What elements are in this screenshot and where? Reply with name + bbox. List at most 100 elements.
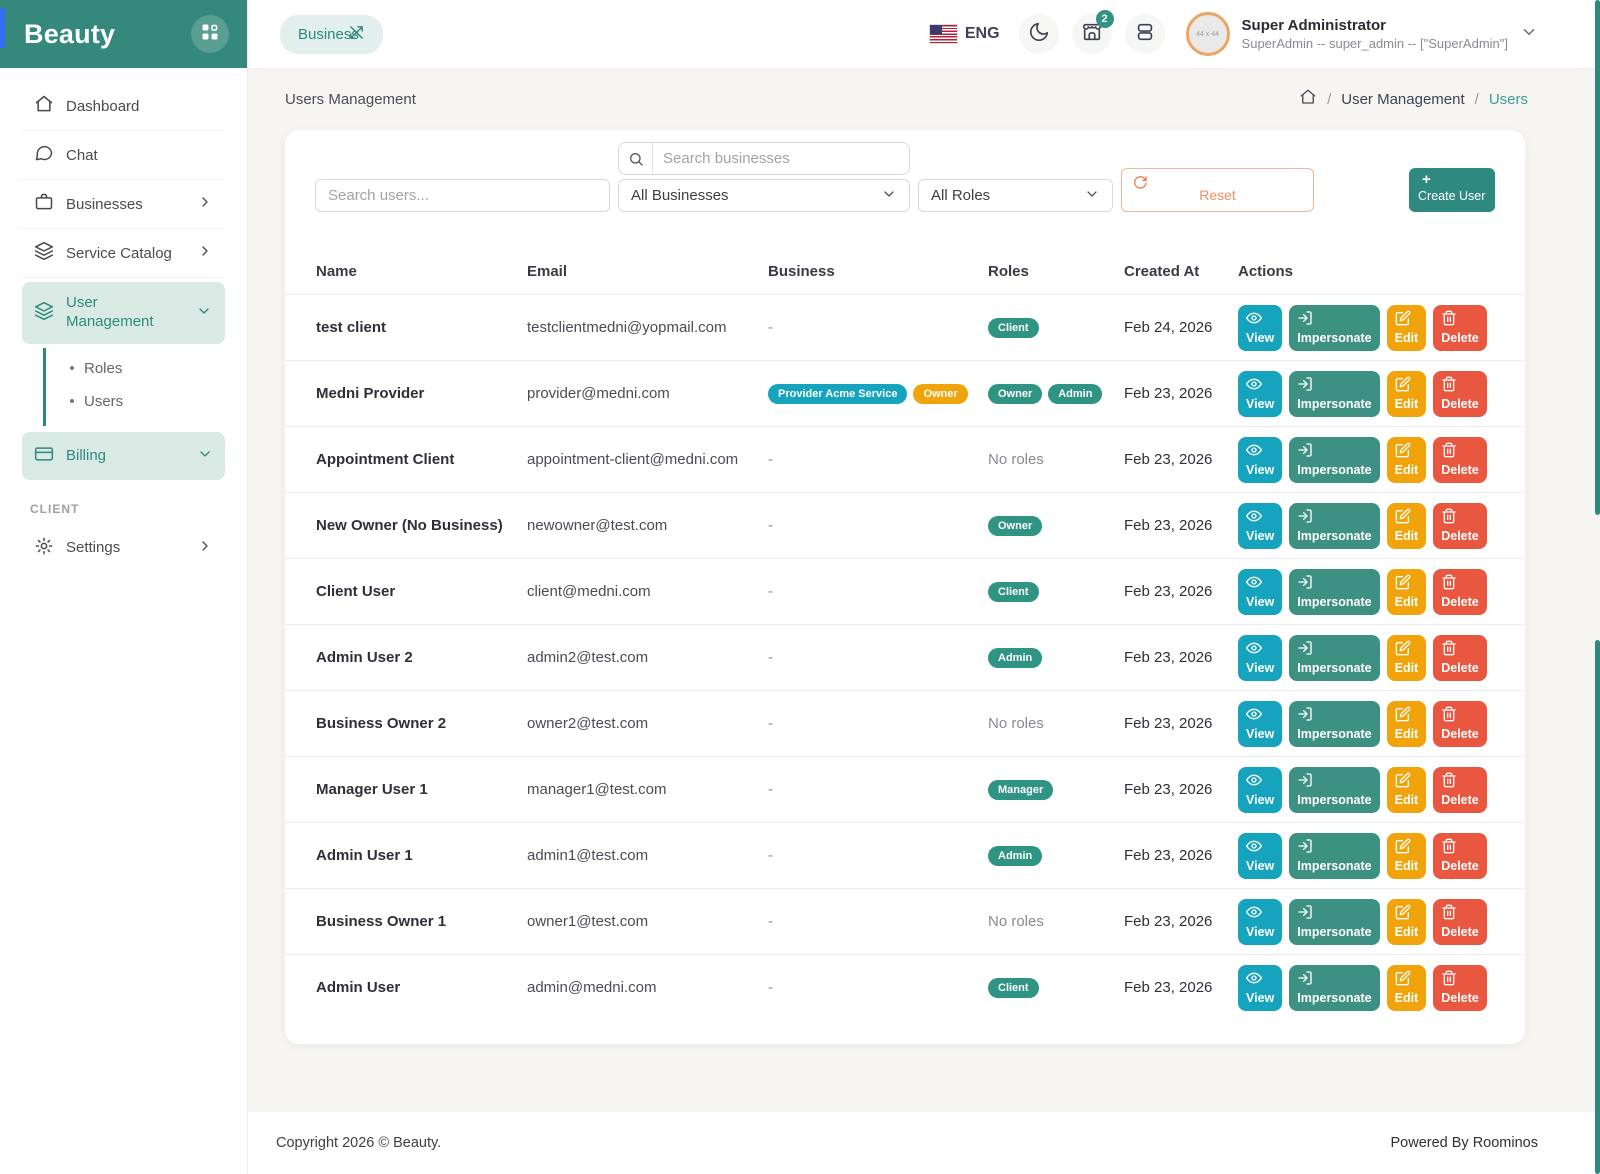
view-button[interactable]: View — [1238, 898, 1283, 945]
view-button[interactable]: View — [1238, 568, 1283, 615]
email-cell: owner1@test.com — [527, 913, 649, 930]
profile-menu[interactable]: 44 x 44 Super Administrator SuperAdmin -… — [1185, 12, 1538, 56]
sidebar-item-chat[interactable]: Chat — [22, 131, 225, 180]
edit-button[interactable]: Edit — [1386, 898, 1427, 945]
edit-button[interactable]: Edit — [1386, 568, 1427, 615]
badge: Provider Acme Service — [768, 383, 908, 404]
action-label: Edit — [1394, 594, 1419, 609]
action-label: Impersonate — [1297, 858, 1372, 873]
view-button[interactable]: View — [1238, 766, 1283, 813]
view-button[interactable]: View — [1238, 832, 1283, 879]
impersonate-button[interactable]: Impersonate — [1289, 766, 1380, 813]
delete-icon — [1441, 310, 1457, 329]
impersonate-button[interactable]: Impersonate — [1289, 436, 1380, 483]
impersonate-button[interactable]: Impersonate — [1289, 502, 1380, 549]
view-button[interactable]: View — [1238, 304, 1283, 351]
reset-button[interactable]: Reset — [1121, 168, 1314, 212]
sidebar-item-service-catalog[interactable]: Service Catalog — [22, 229, 225, 278]
sidebar-item-label: Settings — [66, 539, 121, 556]
roles-cell: Admin — [988, 845, 1124, 866]
language-selector[interactable]: ENG — [929, 25, 1000, 43]
dark-mode-button[interactable] — [1018, 14, 1059, 54]
delete-button[interactable]: Delete — [1433, 832, 1487, 879]
edit-icon — [1395, 772, 1411, 791]
sidebar-item-settings[interactable]: Settings — [22, 524, 225, 572]
edit-button[interactable]: Edit — [1386, 634, 1427, 681]
search-businesses-input[interactable] — [653, 143, 909, 174]
roles-cell: No roles — [988, 451, 1124, 469]
delete-button[interactable]: Delete — [1433, 634, 1487, 681]
scrollbar[interactable] — [1595, 0, 1600, 515]
edit-button[interactable]: Edit — [1386, 370, 1427, 417]
sidebar-item-billing[interactable]: Billing — [22, 431, 225, 480]
impersonate-button[interactable]: Impersonate — [1289, 964, 1380, 1011]
edit-icon — [1395, 838, 1411, 857]
impersonate-button[interactable]: Impersonate — [1289, 898, 1380, 945]
roles-cell: Client — [988, 977, 1124, 998]
delete-button[interactable]: Delete — [1433, 700, 1487, 747]
action-label: Edit — [1394, 528, 1419, 543]
sidebar-item-user-management[interactable]: User Management — [22, 282, 225, 344]
edit-button[interactable]: Edit — [1386, 766, 1427, 813]
view-icon — [1246, 574, 1262, 593]
sidebar-toggle-button[interactable] — [191, 15, 229, 53]
sidebar-item-businesses[interactable]: Businesses — [22, 180, 225, 229]
delete-button[interactable]: Delete — [1433, 370, 1487, 417]
edit-button[interactable]: Edit — [1386, 832, 1427, 879]
roles-select[interactable]: All Roles — [918, 179, 1113, 212]
impersonate-button[interactable]: Impersonate — [1289, 700, 1380, 747]
business-cell: - — [768, 781, 988, 799]
delete-button[interactable]: Delete — [1433, 766, 1487, 813]
subitem-label: Roles — [84, 359, 123, 377]
edit-button[interactable]: Edit — [1386, 304, 1427, 351]
home-icon[interactable] — [1299, 88, 1317, 110]
avatar: 44 x 44 — [1185, 12, 1230, 56]
edit-button[interactable]: Edit — [1386, 700, 1427, 747]
view-button[interactable]: View — [1238, 370, 1283, 417]
view-button[interactable]: View — [1238, 502, 1283, 549]
no-roles-text: No roles — [988, 450, 1044, 468]
view-button[interactable]: View — [1238, 634, 1283, 681]
action-label: View — [1246, 660, 1275, 675]
edit-button[interactable]: Edit — [1386, 436, 1427, 483]
sidebar-subitem-users[interactable]: Users — [70, 385, 225, 418]
view-button[interactable]: View — [1238, 964, 1283, 1011]
sidebar-subitem-roles[interactable]: Roles — [70, 352, 225, 385]
action-label: View — [1246, 396, 1275, 411]
delete-button[interactable]: Delete — [1433, 304, 1487, 351]
layout-panels-button[interactable] — [1124, 14, 1165, 54]
sidebar-item-label: Dashboard — [66, 97, 140, 115]
delete-button[interactable]: Delete — [1433, 502, 1487, 549]
action-label: View — [1246, 726, 1275, 741]
search-users-input[interactable] — [316, 180, 609, 211]
delete-button[interactable]: Delete — [1433, 898, 1487, 945]
business-pill-button[interactable]: Business — [280, 14, 383, 54]
edit-icon — [1395, 574, 1411, 593]
impersonate-button[interactable]: Impersonate — [1289, 370, 1380, 417]
topbar: Business ENG 2 — [248, 0, 1600, 68]
view-button[interactable]: View — [1238, 436, 1283, 483]
impersonate-button[interactable]: Impersonate — [1289, 634, 1380, 681]
breadcrumb-level1[interactable]: User Management — [1341, 90, 1465, 108]
store-button[interactable]: 2 — [1071, 10, 1114, 54]
impersonate-button[interactable]: Impersonate — [1289, 568, 1380, 615]
us-flag-icon — [929, 25, 957, 43]
edit-button[interactable]: Edit — [1386, 502, 1427, 549]
sidebar-item-dashboard[interactable]: Dashboard — [22, 82, 225, 131]
email-cell: testclientmedni@yopmail.com — [527, 319, 727, 336]
no-roles-text: No roles — [988, 714, 1044, 732]
edit-button[interactable]: Edit — [1386, 964, 1427, 1011]
created-at-cell: Feb 23, 2026 — [1124, 451, 1213, 468]
view-button[interactable]: View — [1238, 700, 1283, 747]
business-select[interactable]: All Businesses — [618, 179, 910, 212]
copyright-text: Copyright 2026 © Beauty. — [276, 1135, 442, 1151]
delete-button[interactable]: Delete — [1433, 568, 1487, 615]
create-user-button[interactable]: + Create User — [1409, 168, 1495, 212]
page-title: Users Management — [285, 90, 416, 108]
delete-button[interactable]: Delete — [1433, 436, 1487, 483]
impersonate-button[interactable]: Impersonate — [1289, 304, 1380, 351]
delete-button[interactable]: Delete — [1433, 964, 1487, 1011]
impersonate-button[interactable]: Impersonate — [1289, 832, 1380, 879]
actions-cell: View Impersonate Edit Delete — [1238, 436, 1494, 483]
scrollbar[interactable] — [1595, 640, 1600, 1174]
